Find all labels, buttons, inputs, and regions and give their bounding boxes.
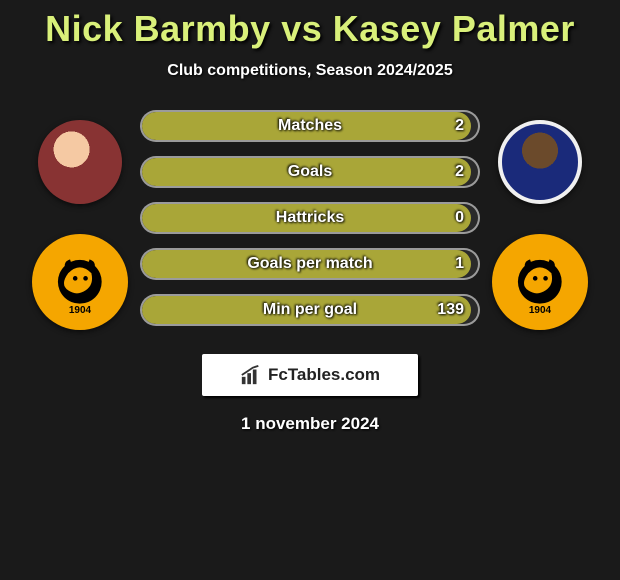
bar-chart-icon — [240, 364, 262, 386]
tiger-icon — [511, 253, 569, 311]
player-avatar-left — [38, 120, 122, 204]
left-column — [20, 110, 140, 330]
stat-bar-label: Hattricks — [276, 209, 344, 227]
stat-bar: Goals 2 — [140, 156, 480, 188]
stats-bars: Matches 2 Goals 2 Hattricks 0 Goals per match 1… — [140, 110, 480, 326]
stat-bar-label: Matches — [278, 117, 342, 135]
stat-bar-value: 139 — [437, 301, 464, 319]
right-column — [480, 110, 600, 330]
comparison-row: Matches 2 Goals 2 Hattricks 0 Goals per match 1… — [0, 110, 620, 330]
stat-bar-value: 1 — [455, 255, 464, 273]
page-title: Nick Barmby vs Kasey Palmer — [45, 8, 575, 50]
tiger-icon — [51, 253, 109, 311]
brand-badge: FcTables.com — [202, 354, 418, 396]
stat-bar: Matches 2 — [140, 110, 480, 142]
stat-bar: Hattricks 0 — [140, 202, 480, 234]
stat-bar: Min per goal 139 — [140, 294, 480, 326]
player-avatar-right — [498, 120, 582, 204]
stat-bar-label: Goals per match — [247, 255, 372, 273]
stat-bar-value: 0 — [455, 209, 464, 227]
stat-bar-label: Goals — [288, 163, 332, 181]
page-subtitle: Club competitions, Season 2024/2025 — [167, 62, 452, 80]
date-label: 1 november 2024 — [241, 414, 379, 434]
stat-bar-value: 2 — [455, 117, 464, 135]
stat-bar: Goals per match 1 — [140, 248, 480, 280]
infographic-root: Nick Barmby vs Kasey Palmer Club competi… — [0, 0, 620, 580]
brand-label: FcTables.com — [268, 365, 380, 385]
club-crest-right — [492, 234, 588, 330]
stat-bar-label: Min per goal — [263, 301, 357, 319]
club-crest-left — [32, 234, 128, 330]
stat-bar-value: 2 — [455, 163, 464, 181]
